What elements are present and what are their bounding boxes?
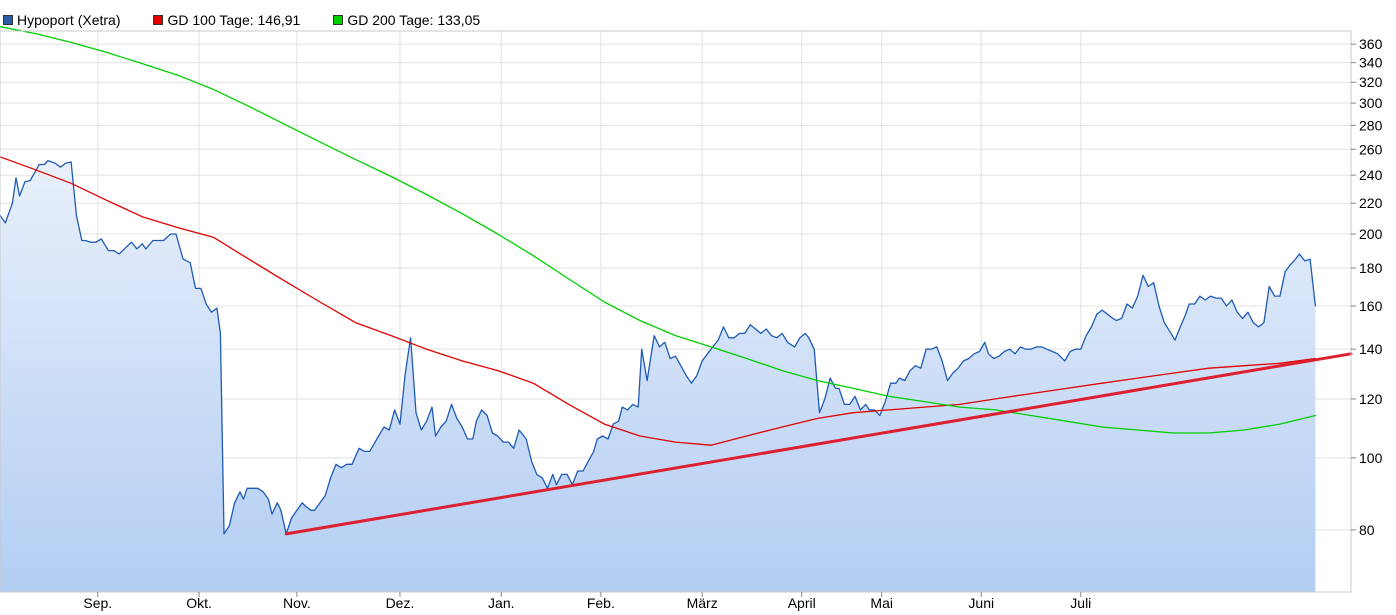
x-axis: Sep. Okt. Nov. Dez. Jan. Feb. März April Mai Juni…: [83, 592, 1091, 611]
x-tick-label-1: Okt.: [186, 595, 212, 611]
series-line-hypoport-xetra: [0, 159, 1317, 535]
x-tick-label-4: Jan.: [488, 595, 514, 611]
x-tick-label-5: Feb.: [587, 595, 615, 611]
y-tick-label-120: 120: [1359, 391, 1383, 407]
x-tick-label-9: Juni: [968, 595, 994, 611]
series-area-hypoport-xetra: [0, 160, 1316, 592]
series-lines: [0, 26, 1353, 536]
legend-item-hypoport[interactable]: Hypoport (Xetra): [3, 12, 120, 28]
y-tick-label-360: 360: [1359, 36, 1383, 52]
chart-legend: Hypoport (Xetra) GD 100 Tage: 146,91 GD …: [3, 10, 513, 30]
legend-swatch-hypoport: [3, 15, 13, 25]
series-line-gd-200-tage: [0, 26, 1317, 434]
y-tick-label-280: 280: [1359, 117, 1383, 133]
y-tick-label-140: 140: [1359, 341, 1383, 357]
series-line-gd-100-tage: [0, 156, 1317, 446]
y-tick-label-80: 80: [1359, 522, 1375, 538]
legend-swatch-gd200: [333, 15, 344, 25]
y-tick-label-320: 320: [1359, 74, 1383, 90]
y-tick-label-220: 220: [1359, 195, 1383, 211]
x-tick-label-10: Juli: [1070, 595, 1091, 611]
legend-item-gd200[interactable]: GD 200 Tage: 133,05: [333, 12, 480, 28]
y-tick-label-200: 200: [1359, 226, 1383, 242]
y-tick-label-300: 300: [1359, 95, 1383, 111]
x-tick-label-7: April: [788, 595, 816, 611]
y-tick-label-340: 340: [1359, 55, 1383, 71]
y-axis: 80 100 120 140 160 180 200 220 240 260 280 300 320 34…: [1351, 36, 1383, 538]
y-tick-label-240: 240: [1359, 167, 1383, 183]
legend-swatch-gd100: [153, 15, 164, 25]
y-tick-label-260: 260: [1359, 141, 1383, 157]
legend-label-gd100: GD 100 Tage: 146,91: [167, 12, 301, 28]
y-tick-label-100: 100: [1359, 450, 1383, 466]
plot-frame: [0, 30, 1352, 593]
legend-label-hypoport: Hypoport (Xetra): [17, 12, 121, 28]
series-line-trendline: [284, 352, 1353, 536]
x-tick-label-2: Nov.: [283, 595, 311, 611]
area-fill: [0, 160, 1316, 592]
x-tick-label-6: März: [687, 595, 718, 611]
x-tick-label-8: Mai: [870, 595, 893, 611]
y-tick-label-160: 160: [1359, 298, 1383, 314]
y-tick-label-180: 180: [1359, 260, 1383, 276]
x-tick-label-3: Dez.: [386, 595, 415, 611]
legend-label-gd200: GD 200 Tage: 133,05: [347, 12, 481, 28]
x-tick-label-0: Sep.: [83, 595, 112, 611]
legend-item-gd100[interactable]: GD 100 Tage: 146,91: [153, 12, 300, 28]
